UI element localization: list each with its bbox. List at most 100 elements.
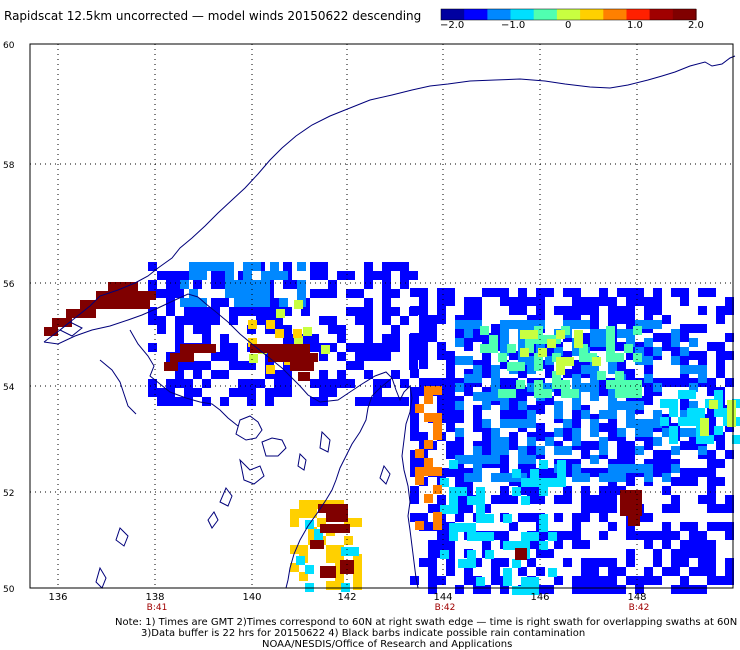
wind-cell — [530, 469, 539, 478]
wind-cell — [328, 316, 337, 325]
wind-cell — [184, 379, 193, 388]
wind-cell — [590, 414, 599, 423]
wind-cell — [520, 330, 529, 339]
wind-cell — [527, 455, 536, 464]
wind-cell — [220, 334, 229, 343]
wind-cell — [581, 383, 590, 392]
wind-cell — [521, 586, 530, 595]
wind-cell — [669, 399, 678, 408]
wind-cell — [554, 410, 563, 419]
wind-cell — [446, 567, 455, 576]
wind-cell — [500, 437, 509, 446]
wind-cell — [716, 459, 725, 468]
wind-cell — [556, 366, 565, 375]
wind-cell — [446, 360, 455, 369]
wind-cell — [283, 361, 292, 370]
wind-cell — [482, 432, 491, 441]
wind-cell — [500, 338, 509, 347]
wind-cell — [536, 446, 545, 455]
wind-cell — [539, 514, 548, 523]
wind-cell — [653, 347, 662, 356]
wind-cell — [247, 307, 256, 316]
wind-cell — [689, 428, 698, 437]
wind-cell — [608, 522, 617, 531]
wind-cell — [554, 531, 563, 540]
wind-cell — [707, 450, 716, 459]
wind-cell — [261, 298, 270, 307]
wind-cell — [653, 531, 662, 540]
wind-cell — [491, 567, 500, 576]
wind-cell — [211, 370, 220, 379]
wind-cell — [527, 419, 536, 428]
wind-cell — [509, 396, 518, 405]
wind-cell — [373, 271, 382, 280]
wind-cell — [689, 567, 698, 576]
wind-cell — [698, 446, 707, 455]
wind-cell — [301, 334, 310, 343]
wind-cell — [509, 306, 518, 315]
wind-cell — [355, 289, 364, 298]
wind-cell — [590, 558, 599, 567]
wind-cell — [455, 378, 464, 387]
wind-cell — [335, 572, 344, 581]
wind-cell — [296, 556, 305, 565]
wind-cell — [556, 357, 565, 366]
wind-cell — [527, 432, 536, 441]
wind-cell — [548, 478, 557, 487]
wind-cell — [216, 262, 225, 271]
wind-cell — [626, 531, 635, 540]
wind-cell — [653, 288, 662, 297]
wind-cell — [615, 353, 624, 362]
wind-cell — [581, 410, 590, 419]
wind-cell — [283, 379, 292, 388]
wind-cell — [446, 288, 455, 297]
wind-cell — [698, 288, 707, 297]
wind-cell — [355, 352, 364, 361]
wind-cell — [252, 289, 261, 298]
wind-cell — [615, 389, 624, 398]
wind-cell — [644, 567, 653, 576]
wind-cell — [599, 297, 608, 306]
wind-cell — [455, 477, 464, 486]
wind-cell — [608, 423, 617, 432]
wind-cell — [482, 585, 491, 594]
wind-cell — [424, 413, 433, 422]
wind-cell — [419, 297, 428, 306]
wind-cell — [410, 387, 419, 396]
wind-cell — [225, 280, 234, 289]
wind-cell — [415, 467, 424, 476]
wind-cell — [440, 478, 449, 487]
lat-tick-label: 54 — [3, 383, 15, 393]
wind-cell — [608, 432, 617, 441]
wind-cell — [473, 315, 482, 324]
wind-cell — [599, 338, 608, 347]
wind-cell — [557, 469, 566, 478]
wind-cell — [698, 495, 707, 504]
wind-cell — [234, 280, 243, 289]
wind-cell — [590, 338, 599, 347]
wind-cell — [545, 369, 554, 378]
wind-cell — [521, 532, 530, 541]
wind-cell — [279, 271, 288, 280]
colorbar-swatch — [533, 9, 558, 20]
wind-cell — [410, 468, 419, 477]
wind-cell — [437, 405, 446, 414]
wind-cell — [261, 271, 270, 280]
wind-cell — [725, 504, 734, 513]
colorbar-swatch — [487, 9, 512, 20]
wind-cell — [581, 297, 590, 306]
wind-cell — [180, 280, 189, 289]
wind-cell — [473, 392, 482, 401]
wind-cell — [428, 522, 437, 531]
wind-cell — [644, 320, 653, 329]
wind-cell — [265, 397, 274, 406]
wind-cell — [207, 262, 216, 271]
wind-cell — [628, 516, 640, 526]
wind-cell — [599, 288, 608, 297]
wind-cell — [554, 446, 563, 455]
wind-cell — [707, 540, 716, 549]
wind-cell — [346, 361, 355, 370]
wind-cell — [545, 549, 554, 558]
wind-cell — [579, 353, 588, 362]
wind-cell — [437, 288, 446, 297]
